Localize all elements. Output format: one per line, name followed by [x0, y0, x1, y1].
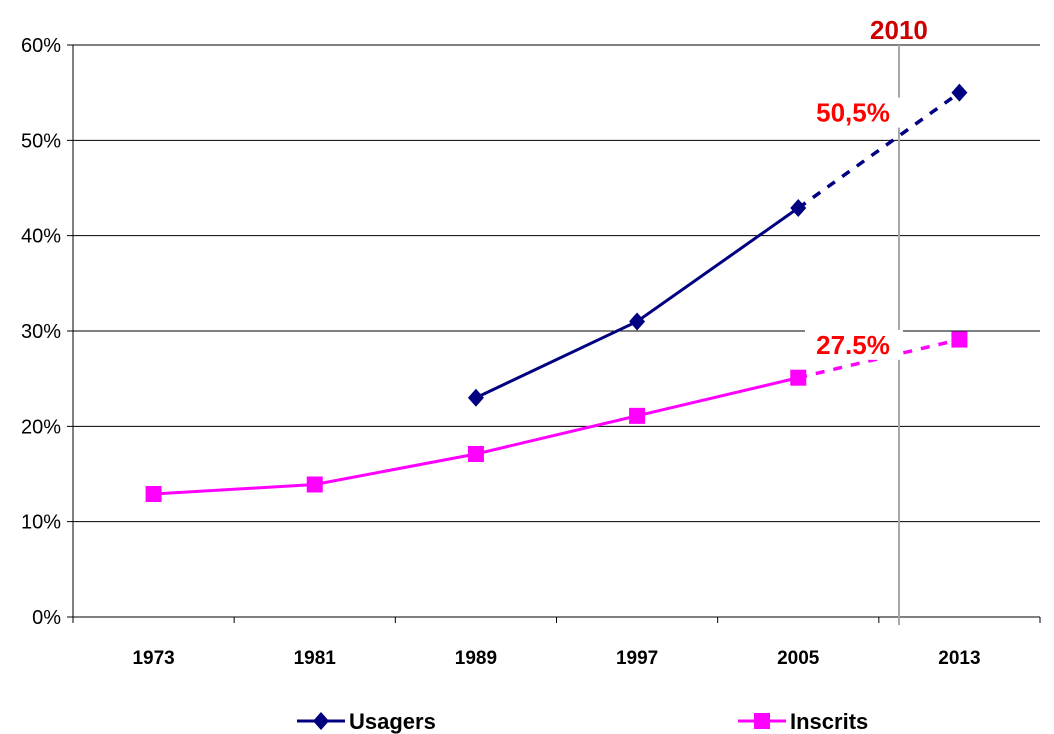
point-inscrits	[790, 369, 807, 386]
legend: Usagers Inscrits	[297, 709, 868, 734]
legend-label-usagers: Usagers	[349, 709, 436, 734]
y-tick-label: 40%	[21, 226, 61, 248]
point-inscrits	[467, 445, 484, 462]
point-usagers	[790, 199, 807, 218]
point-inscrits	[629, 407, 646, 424]
legend-label-inscrits: Inscrits	[790, 709, 868, 734]
point-usagers	[951, 83, 968, 102]
annotations: 50,5% 27.5%	[804, 97, 903, 360]
y-tick-label: 50%	[21, 130, 61, 152]
legend-marker	[754, 713, 770, 729]
y-tick-label: 0%	[32, 607, 61, 629]
point-inscrits	[145, 486, 162, 503]
annotation-label: 27.5%	[816, 330, 890, 360]
annotation-label: 50,5%	[816, 98, 890, 128]
annotation-background	[804, 97, 903, 128]
gridlines	[67, 44, 1040, 618]
series-projection-usagers	[797, 91, 961, 210]
point-usagers	[467, 388, 484, 407]
series-group	[145, 83, 968, 503]
point-usagers	[629, 312, 646, 331]
reference-line-label: 2010	[870, 15, 928, 45]
y-axis: 0% 10% 20% 30% 40% 50% 60%	[21, 35, 74, 629]
x-tick-label: 1989	[455, 648, 497, 669]
point-inscrits	[951, 331, 968, 348]
x-tick-label: 1981	[294, 648, 337, 669]
x-tick-label: 2013	[938, 648, 980, 669]
y-tick-label: 30%	[21, 321, 61, 343]
annotation-background	[804, 329, 903, 360]
y-tick-label: 20%	[21, 416, 61, 438]
y-tick-label: 60%	[21, 35, 61, 57]
x-tick-label: 1997	[616, 648, 658, 669]
legend-marker	[313, 712, 329, 730]
x-axis: 1973 1981 1989 1997 2005 2013	[72, 616, 1041, 669]
x-tick-label: 1973	[132, 648, 174, 669]
y-tick-label: 10%	[21, 512, 61, 534]
x-tick-label: 2005	[777, 648, 820, 669]
series-line-usagers	[475, 206, 800, 400]
point-inscrits	[306, 476, 323, 493]
